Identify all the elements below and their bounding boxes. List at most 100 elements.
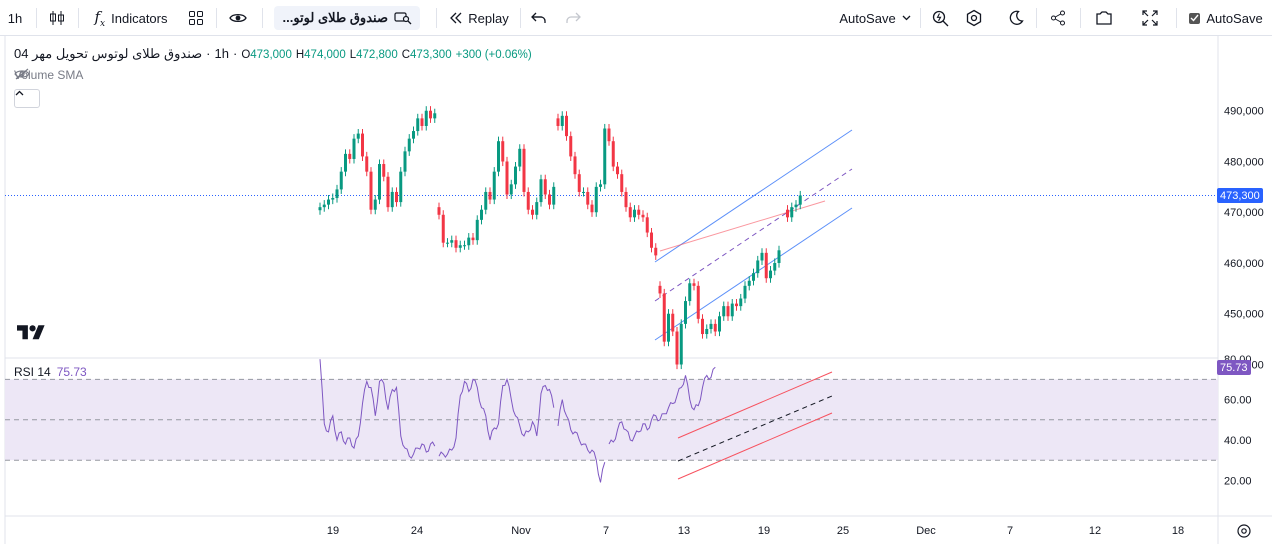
candle xyxy=(539,174,543,207)
candle xyxy=(331,193,335,205)
time-tick-label: 25 xyxy=(837,525,849,537)
candle-body xyxy=(611,141,615,167)
candle xyxy=(497,136,500,177)
eye-icon[interactable] xyxy=(226,0,250,36)
candle xyxy=(399,167,403,207)
candle xyxy=(786,205,789,222)
symbol-search-button[interactable]: صندوق طلای لوتو... xyxy=(274,6,420,30)
price-tick-label: 490,000 xyxy=(1224,106,1264,118)
legend-dot: · xyxy=(206,46,211,61)
redo-icon[interactable] xyxy=(562,0,584,36)
channel-upper-line[interactable] xyxy=(654,129,853,263)
snapshot-icon[interactable] xyxy=(1092,0,1116,36)
rsi-mid-trend-line[interactable] xyxy=(677,395,833,462)
candle-body xyxy=(624,191,628,208)
candle xyxy=(735,299,738,311)
candle-body xyxy=(777,250,781,263)
autosave-dropdown[interactable]: AutoSave xyxy=(836,0,914,36)
drawings-layer[interactable] xyxy=(654,129,853,480)
candle xyxy=(769,266,772,283)
last-price-label: 473,300 xyxy=(1217,188,1263,203)
collapse-legend-button[interactable] xyxy=(14,89,40,108)
fullscreen-icon[interactable] xyxy=(1138,0,1162,36)
candle xyxy=(577,169,581,197)
time-tick-label: 12 xyxy=(1089,525,1101,537)
main-legend[interactable]: صندوق طلای لوتوس تحویل مهر 04 · 1h · O47… xyxy=(14,46,532,62)
candle-body xyxy=(403,151,407,172)
indicators-button[interactable]: fx Indicators xyxy=(90,0,172,36)
candle xyxy=(382,159,386,182)
eye-crossed-icon[interactable] xyxy=(14,68,30,80)
candle xyxy=(696,281,700,324)
replay-button[interactable]: Replay xyxy=(448,0,510,36)
candles-icon[interactable] xyxy=(44,0,70,36)
candle-body xyxy=(599,184,602,187)
rsi-tick-label: 60.00 xyxy=(1224,395,1252,407)
candle xyxy=(760,248,764,266)
candle-body xyxy=(492,171,496,200)
channel-mid-line[interactable] xyxy=(654,168,853,302)
candle xyxy=(433,108,437,123)
candle xyxy=(356,129,360,144)
open-value: 473,000 xyxy=(250,49,292,61)
candle xyxy=(713,319,717,337)
chart-area[interactable]: 490,000480,000470,000460,000450,000440,0… xyxy=(0,36,1272,544)
share-icon[interactable] xyxy=(1046,0,1070,36)
interval-button[interactable]: 1h xyxy=(4,0,26,36)
candle xyxy=(352,134,356,164)
candle-body xyxy=(458,245,462,248)
rsi-lower-trend-line[interactable] xyxy=(677,412,833,480)
candle-body xyxy=(675,331,679,365)
candle xyxy=(535,197,539,220)
rsi-upper-trend-line[interactable] xyxy=(677,371,833,439)
layout-grid-icon[interactable] xyxy=(184,0,208,36)
rsi-legend[interactable]: RSI 14 75.73 xyxy=(14,365,87,379)
candle-body xyxy=(412,131,415,139)
candle xyxy=(569,131,573,161)
candle-body xyxy=(709,323,713,329)
candle-body xyxy=(773,262,777,271)
candle xyxy=(424,106,428,131)
undo-icon[interactable] xyxy=(528,0,550,36)
toolbar-divider xyxy=(78,8,79,28)
candle xyxy=(586,187,590,210)
theme-moon-icon[interactable] xyxy=(1004,0,1028,36)
candle xyxy=(514,162,517,189)
candle-body xyxy=(497,141,500,172)
price-trend-line[interactable] xyxy=(659,200,826,252)
candle xyxy=(403,146,407,177)
candle xyxy=(548,189,551,210)
candle xyxy=(743,281,747,304)
candle xyxy=(620,169,624,197)
time-axis-settings-icon[interactable] xyxy=(1236,523,1252,539)
time-tick-label: 24 xyxy=(411,525,423,537)
candle xyxy=(446,238,449,248)
tradingview-logo[interactable] xyxy=(17,320,45,346)
candle xyxy=(650,227,653,253)
candle-body xyxy=(352,138,356,159)
candle-body xyxy=(607,128,611,142)
candle-body xyxy=(433,113,437,119)
candle-body xyxy=(658,285,662,294)
settings-icon[interactable] xyxy=(962,0,986,36)
quick-search-icon[interactable] xyxy=(928,0,952,36)
candle-body xyxy=(620,174,624,192)
time-tick-label: 19 xyxy=(758,525,770,537)
candle-body xyxy=(369,171,373,210)
candle xyxy=(565,111,568,141)
volume-legend[interactable]: Volume SMA xyxy=(14,68,83,82)
candle xyxy=(450,235,454,248)
chart-canvas[interactable]: 490,000480,000470,000460,000450,000440,0… xyxy=(0,36,1272,544)
candle-body xyxy=(509,184,513,195)
change-value: +300 (+0.06%) xyxy=(455,49,532,61)
candle xyxy=(429,106,432,123)
autosave-checkbox[interactable]: AutoSave xyxy=(1186,0,1266,36)
candle-body xyxy=(399,171,403,203)
candle-body xyxy=(752,273,755,281)
candle xyxy=(437,202,441,220)
candle xyxy=(692,278,696,291)
last-rsi-value: 75.73 xyxy=(1220,361,1248,374)
rsi-layer xyxy=(319,359,716,483)
chevron-down-icon xyxy=(902,15,911,21)
candle xyxy=(747,276,751,291)
